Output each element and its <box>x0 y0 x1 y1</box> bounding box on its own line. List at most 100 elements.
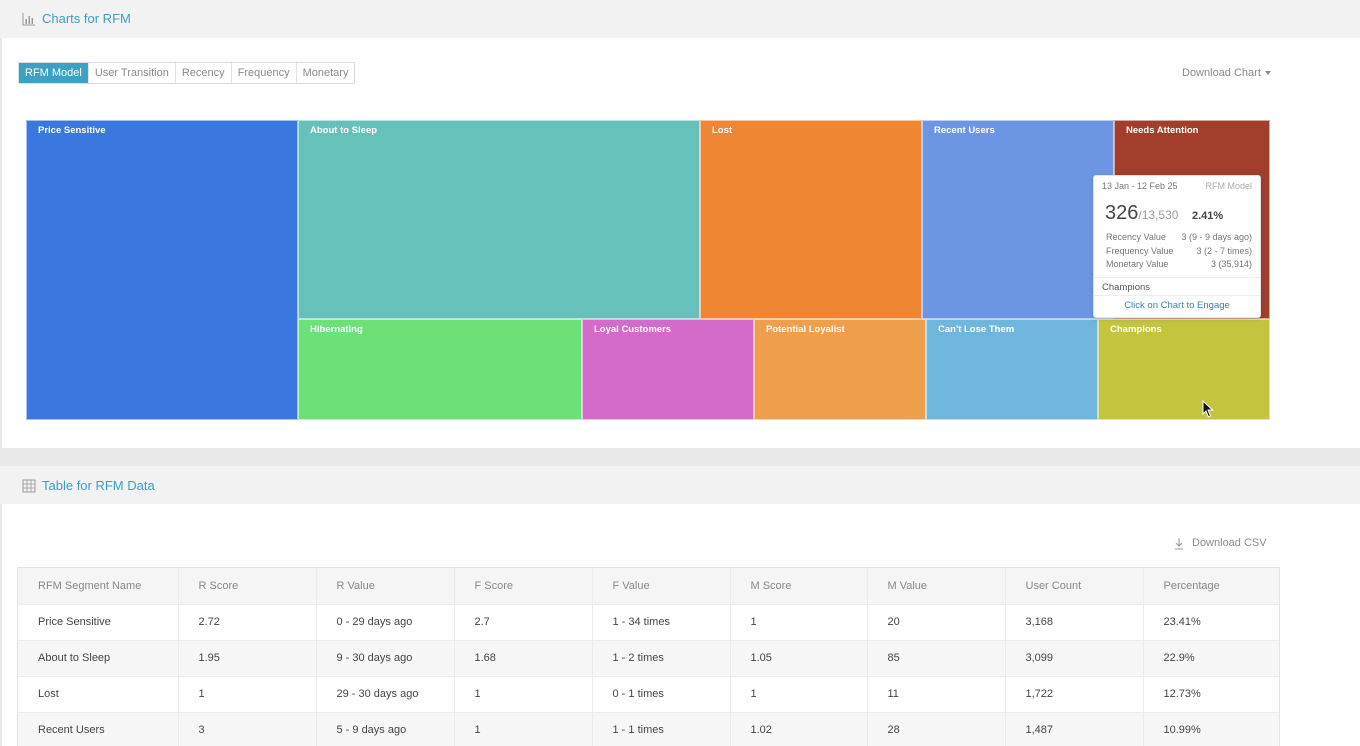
download-csv-label: Download CSV <box>1192 537 1267 550</box>
table-cell: 5 - 9 days ago <box>316 711 455 746</box>
tab-monetary[interactable]: Monetary <box>302 67 349 79</box>
tab-recency[interactable]: Recency <box>176 63 232 83</box>
divider <box>1094 295 1260 296</box>
column-header[interactable]: M Score <box>730 568 868 604</box>
table-cell: 1 <box>454 675 593 712</box>
download-csv-button[interactable]: Download CSV <box>1174 537 1267 550</box>
table-cell: 9 - 30 days ago <box>316 639 455 676</box>
table-row: Recent Users 3 5 - 9 days ago 1 1 - 1 ti… <box>18 711 1279 746</box>
tab-user-transition[interactable]: User Transition <box>89 63 176 83</box>
tooltip-row: Monetary Value 3 (35,914) <box>1106 258 1252 272</box>
rfm-treemap[interactable]: Price Sensitive About to Sleep Lost Rece… <box>26 120 1270 420</box>
column-header[interactable]: R Score <box>178 568 317 604</box>
treemap-cell-price-sensitive[interactable]: Price Sensitive <box>26 120 298 420</box>
download-chart-label: Download Chart <box>1182 67 1261 79</box>
tab-rfm-model[interactable]: RFM Model <box>19 63 89 83</box>
table-panel-header: Table for RFM Data <box>0 466 1360 504</box>
table-cell: 1.95 <box>178 639 317 676</box>
table-cell: 1,722 <box>1005 675 1144 712</box>
table-cell: Recent Users <box>18 711 179 746</box>
treemap-cell-label: Loyal Customers <box>594 324 672 335</box>
column-header[interactable]: M Value <box>867 568 1006 604</box>
download-icon <box>1175 538 1183 550</box>
chart-tabs: RFM Model User Transition Recency Freque… <box>18 62 356 84</box>
tooltip-date-range: 13 Jan - 12 Feb 25 <box>1102 181 1178 191</box>
treemap-cell-label: Needs Attention <box>1126 125 1199 136</box>
treemap-cell-loyal-customers[interactable]: Loyal Customers <box>582 319 754 420</box>
table-cell: 22.9% <box>1143 639 1279 676</box>
treemap-cell-label: Lost <box>712 125 733 136</box>
table-cell: Lost <box>18 675 179 712</box>
divider <box>1094 277 1260 278</box>
table-cell: 1 <box>178 675 317 712</box>
table-cell: 28 <box>867 711 1006 746</box>
treemap-cell-hibernating[interactable]: Hibernating <box>298 319 582 420</box>
table-cell: 3,168 <box>1005 603 1144 640</box>
table-cell: 2.72 <box>178 603 317 640</box>
treemap-cell-recent-users[interactable]: Recent Users <box>922 120 1114 319</box>
table-cell: 23.41% <box>1143 603 1279 640</box>
treemap-cell-label: Price Sensitive <box>38 125 106 136</box>
table-panel-title: Table for RFM Data <box>42 478 155 493</box>
tooltip-row-value: 3 (2 - 7 times) <box>1196 245 1252 256</box>
table-cell: 1 - 1 times <box>592 711 731 746</box>
treemap-cell-label: Hibernating <box>310 324 363 335</box>
tooltip-row-value: 3 (35,914) <box>1210 259 1252 269</box>
table-cell: 1 <box>730 603 868 640</box>
mouse-pointer-icon <box>1202 400 1214 418</box>
tooltip-total: /13,530 <box>1138 208 1179 222</box>
column-header[interactable]: R Value <box>316 568 455 604</box>
tooltip-row-label: Frequency Value <box>1106 245 1174 256</box>
tooltip-row-label: Monetary Value <box>1106 259 1169 269</box>
table-cell: 12.73% <box>1143 675 1279 712</box>
table-cell: 10.99% <box>1143 711 1279 746</box>
treemap-cell-label: Potential Loyalist <box>766 324 845 335</box>
tooltip-percent: 2.41% <box>1192 210 1224 222</box>
treemap-cell-lost[interactable]: Lost <box>700 120 922 319</box>
treemap-cell-champions[interactable]: Champions <box>1098 319 1270 420</box>
table-cell: 29 - 30 days ago <box>316 675 455 712</box>
table-row: About to Sleep 1.95 9 - 30 days ago 1.68… <box>18 639 1279 676</box>
table-cell: 1 - 34 times <box>592 603 731 640</box>
charts-panel-header: Charts for RFM <box>0 0 1360 38</box>
tooltip-row: Frequency Value 3 (2 - 7 times) <box>1106 245 1252 259</box>
table-cell: 20 <box>867 603 1006 640</box>
treemap-cell-about-to-sleep[interactable]: About to Sleep <box>298 120 700 319</box>
column-header[interactable]: RFM Segment Name <box>18 568 179 604</box>
table-cell: 1 <box>454 711 593 746</box>
table-cell: 1,487 <box>1005 711 1144 746</box>
table-cell: 1.02 <box>730 711 868 746</box>
tooltip-count: 326 <box>1105 202 1139 224</box>
table-cell: 85 <box>867 639 1006 676</box>
tab-frequency[interactable]: Frequency <box>232 63 297 83</box>
treemap-cell-cant-lose-them[interactable]: Can't Lose Them <box>926 319 1098 420</box>
treemap-cell-potential-loyalist[interactable]: Potential Loyalist <box>754 319 926 420</box>
table-row: Price Sensitive 2.72 0 - 29 days ago 2.7… <box>18 603 1279 640</box>
rfm-data-table: RFM Segment Name R Score R Value F Score… <box>17 567 1280 746</box>
treemap-cell-label: About to Sleep <box>310 125 378 136</box>
table-cell: 3,099 <box>1005 639 1144 676</box>
table-cell: Price Sensitive <box>18 603 179 640</box>
tooltip-segment: Champions <box>1102 282 1151 293</box>
column-header[interactable]: F Value <box>592 568 731 604</box>
table-cell: 2.7 <box>454 603 593 640</box>
download-chart-button[interactable]: Download Chart <box>1182 67 1271 79</box>
treemap-tooltip: 13 Jan - 12 Feb 25 RFM Model 326/13,530 … <box>1093 175 1261 318</box>
treemap-cell-label: Can't Lose Them <box>938 324 1015 335</box>
tooltip-engage-link[interactable]: Click on Chart to Engage <box>1124 300 1230 311</box>
table-header-row: RFM Segment Name R Score R Value F Score… <box>18 568 1279 604</box>
treemap-cell-label: Champions <box>1110 324 1162 335</box>
tooltip-row-label: Recency Value <box>1106 232 1166 242</box>
table-cell: 3 <box>178 711 317 746</box>
charts-panel-title: Charts for RFM <box>42 11 131 26</box>
tooltip-row-value: 3 (9 - 9 days ago) <box>1181 232 1252 242</box>
table-cell: 11 <box>867 675 1006 712</box>
column-header[interactable]: User Count <box>1005 568 1144 604</box>
column-header[interactable]: Percentage <box>1143 568 1279 604</box>
table-cell: 1.05 <box>730 639 868 676</box>
column-header[interactable]: F Score <box>454 568 593 604</box>
tooltip-row: Recency Value 3 (9 - 9 days ago) <box>1106 231 1252 245</box>
caret-down-icon <box>1264 71 1271 76</box>
table-cell: 0 - 1 times <box>592 675 731 712</box>
bar-chart-icon <box>22 13 35 26</box>
